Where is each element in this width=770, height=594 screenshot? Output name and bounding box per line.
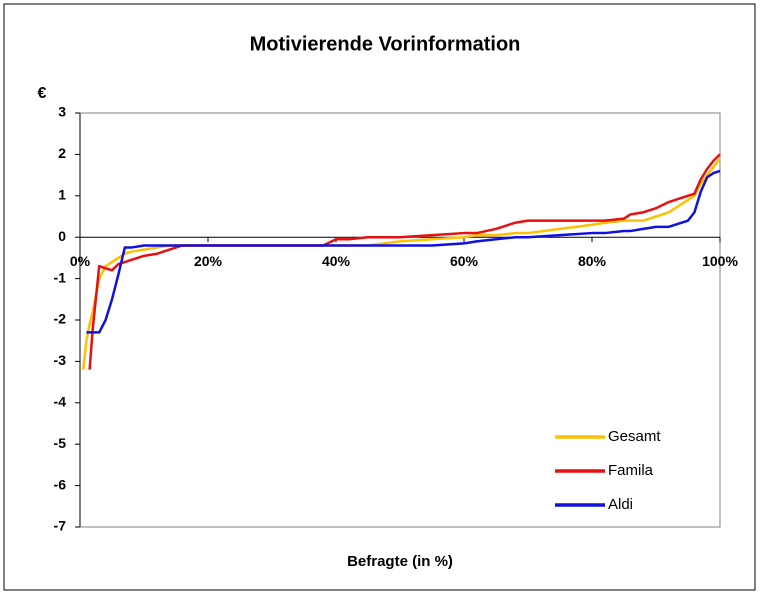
- y-tick-label: 1: [58, 187, 66, 203]
- y-tick-label: -4: [54, 394, 67, 410]
- x-tick-label: 100%: [702, 253, 738, 269]
- plot-area: [79, 112, 721, 528]
- x-tick-label: 80%: [578, 253, 607, 269]
- x-tick-label: 60%: [450, 253, 479, 269]
- legend-label: Gesamt: [608, 428, 661, 445]
- y-tick-label: -7: [54, 518, 67, 534]
- y-axis-label: €: [38, 85, 47, 102]
- x-tick-label: 0%: [70, 253, 91, 269]
- x-tick-label: 40%: [322, 253, 351, 269]
- y-tick-label: -2: [54, 311, 67, 327]
- legend-label: Aldi: [608, 496, 633, 513]
- y-tick-label: -6: [54, 476, 67, 492]
- y-tick-label: 0: [58, 228, 66, 244]
- y-tick-label: -3: [54, 352, 67, 368]
- chart-title: Motivierende Vorinformation: [250, 33, 521, 55]
- y-tick-label: 2: [58, 145, 66, 161]
- line-series: [81, 157, 721, 370]
- legend-label: Famila: [608, 462, 654, 479]
- x-tick-label: 20%: [194, 253, 223, 269]
- x-axis-label: Befragte (in %): [347, 553, 453, 570]
- line-series: [88, 153, 721, 370]
- line-series: [86, 169, 721, 334]
- y-tick-label: -5: [54, 435, 67, 451]
- y-tick-label: -1: [54, 269, 67, 285]
- y-tick-label: 3: [58, 104, 66, 120]
